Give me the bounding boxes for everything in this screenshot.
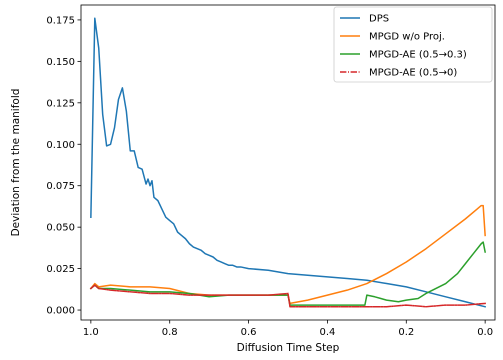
plot-frame [80, 4, 496, 321]
series-line-3 [89, 241, 487, 306]
x-tick-label: 0.4 [319, 327, 335, 338]
series-layer [89, 17, 487, 308]
y-tick-label: 0.175 [46, 15, 75, 26]
legend-entry-2: MPGD w/o Proj. [369, 32, 445, 43]
x-tick-label: 0.0 [477, 327, 493, 338]
x-tick-label: 0.2 [398, 327, 414, 338]
x-tick-label: 1.0 [83, 327, 99, 338]
x-axis-ticks: 1.0 0.8 0.6 0.4 0.2 0.0 [83, 320, 493, 338]
y-axis-label: Deviation from the manifold [10, 89, 22, 237]
legend: DPS MPGD w/o Proj. MPGD-AE (0.5→0.3) MPGD-A… [333, 6, 493, 83]
legend-entry-4: MPGD-AE (0.5→0) [369, 68, 457, 79]
y-tick-label: 0.100 [46, 140, 75, 151]
y-tick-label: 0.125 [46, 98, 75, 109]
y-tick-label: 0.000 [46, 306, 75, 317]
x-tick-label: 0.8 [162, 327, 178, 338]
legend-entry-1: DPS [369, 14, 389, 25]
x-axis-label: Diffusion Time Step [237, 342, 340, 354]
series-line-1 [90, 17, 487, 308]
series-line-4 [89, 284, 486, 308]
y-tick-label: 0.075 [46, 181, 75, 192]
legend-entry-3: MPGD-AE (0.5→0.3) [369, 50, 467, 61]
y-axis-ticks: 0.000 0.025 0.050 0.075 0.100 0.125 0.150 0.175 [46, 15, 81, 317]
y-tick-label: 0.050 [46, 223, 75, 234]
x-tick-label: 0.6 [241, 327, 257, 338]
legend-box [333, 6, 493, 83]
y-tick-label: 0.150 [46, 57, 75, 68]
y-tick-label: 0.025 [46, 264, 75, 275]
